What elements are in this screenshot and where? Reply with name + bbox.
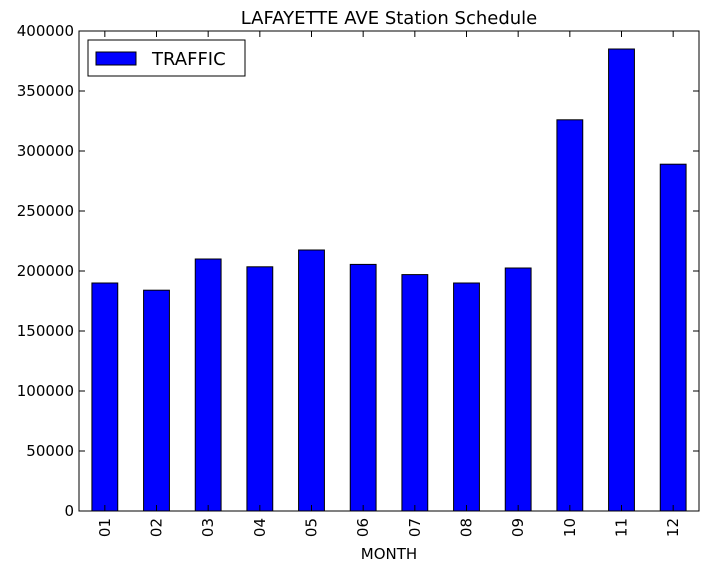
x-tick-label: 10 [561, 518, 579, 537]
legend-label: TRAFFIC [151, 49, 226, 70]
x-axis: 01 02 03 04 05 06 07 08 09 10 11 12 [96, 31, 682, 537]
legend-swatch [95, 51, 137, 66]
x-tick-label: 08 [458, 518, 476, 537]
bar-01 [91, 282, 119, 512]
y-tick-label: 300000 [17, 142, 74, 160]
x-tick-label: 02 [148, 518, 166, 537]
x-axis-label: MONTH [361, 545, 417, 563]
plot-area [79, 31, 699, 511]
bar-05 [298, 249, 325, 512]
bar-02 [143, 289, 170, 512]
y-tick-label: 200000 [17, 262, 74, 280]
x-tick-label: 06 [354, 518, 372, 537]
x-tick-label: 03 [199, 518, 217, 537]
bar-03 [194, 258, 222, 512]
plot-frame [78, 30, 700, 512]
y-axis: 0 50000 100000 150000 200000 250000 300000 3500… [17, 22, 699, 520]
bar-09 [504, 267, 532, 512]
x-tick-label: 11 [613, 518, 631, 537]
x-tick-label: 04 [251, 518, 269, 537]
y-tick-label: 150000 [17, 322, 74, 340]
bar-08 [453, 282, 480, 512]
y-tick-label: 100000 [17, 382, 74, 400]
y-tick-label: 350000 [17, 82, 74, 100]
y-tick-label: 250000 [17, 202, 74, 220]
bars-group [91, 48, 687, 512]
y-tick-label: 0 [64, 502, 74, 520]
x-tick-label: 01 [96, 518, 114, 537]
chart-title: LAFAYETTE AVE Station Schedule [241, 8, 538, 29]
bar-06 [349, 263, 377, 512]
bar-10 [556, 119, 584, 512]
bar-12 [659, 163, 687, 512]
x-tick-label: 07 [406, 518, 424, 537]
x-tick-label: 05 [303, 518, 321, 537]
legend: TRAFFIC [87, 39, 246, 77]
x-tick-label: 09 [509, 518, 527, 537]
bar-04 [246, 266, 274, 512]
bar-11 [608, 48, 635, 512]
y-tick-label: 400000 [17, 22, 74, 40]
x-tick-label: 12 [664, 518, 682, 537]
y-tick-label: 50000 [26, 442, 74, 460]
bar-07 [401, 274, 429, 512]
